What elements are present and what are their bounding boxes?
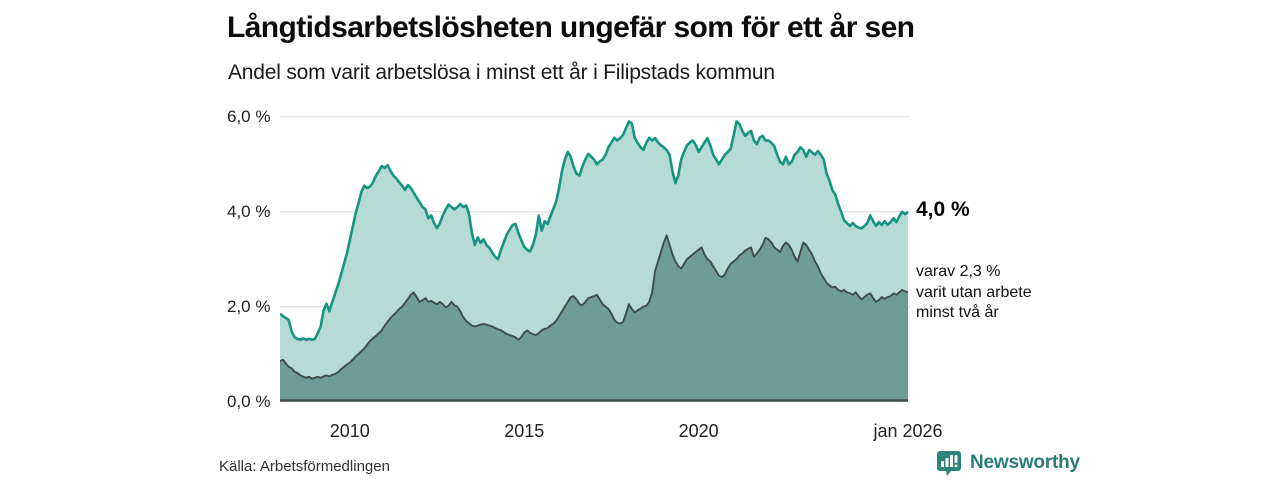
secondary-annotation-line1: varav 2,3 % [916, 263, 1001, 280]
source-note: Källa: Arbetsförmedlingen [219, 458, 390, 475]
secondary-annotation-line2: varit utan arbete [916, 283, 1032, 301]
line-unemployed-one-year [280, 120, 909, 342]
x-tick-label-2010: 2010 [329, 421, 370, 441]
newsworthy-logo-icon [936, 450, 962, 477]
chart-subtitle: Andel som varit arbetslösa i minst ett å… [228, 61, 775, 84]
area-chart-plot [280, 116, 910, 402]
line-unemployed-two-years [280, 234, 909, 380]
y-tick-label-2: 2,0 % [227, 296, 271, 316]
area-unemployed-two-years [280, 235, 908, 402]
y-tick-label-0: 0,0 % [227, 391, 271, 411]
x-tick-label-2020: 2020 [678, 421, 719, 441]
newsworthy-brand: Newsworthy [936, 449, 1080, 477]
x-tick-label-jan-2026: jan 2026 [873, 421, 943, 441]
y-tick-label-6: 6,0 % [227, 106, 271, 126]
secondary-series-annotation: varav 2,3 % varit utan arbete minst två … [916, 262, 1066, 324]
chart-title: Långtidsarbetslösheten ungefär som för e… [227, 11, 915, 44]
newsworthy-wordmark: Newsworthy [970, 452, 1080, 473]
latest-value-annotation: 4,0 % [916, 197, 970, 221]
x-tick-label-2015: 2015 [504, 421, 545, 441]
y-tick-label-4: 4,0 % [227, 201, 271, 221]
secondary-annotation-line3: minst två år [916, 304, 999, 321]
